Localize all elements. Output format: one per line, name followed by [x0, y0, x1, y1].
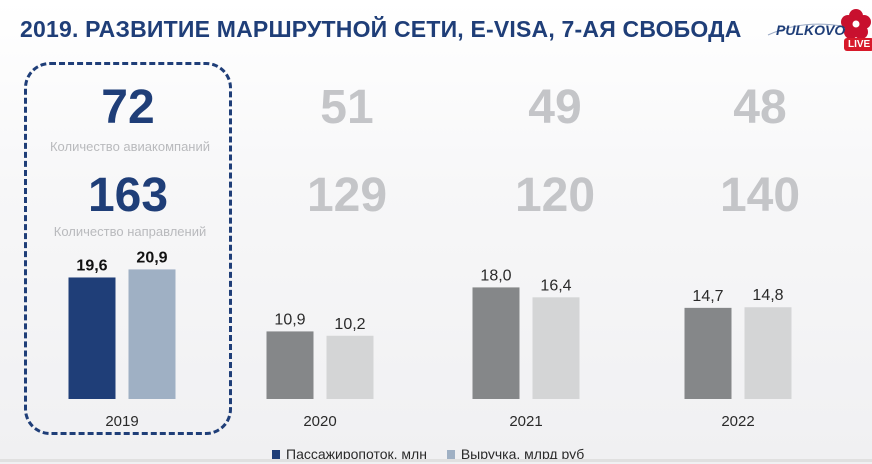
bar-revenue-2022: [744, 307, 792, 399]
x-tick-label-2022: 2022: [721, 413, 754, 430]
slide-title: 2019. РАЗВИТИЕ МАРШРУТНОЙ СЕТИ, E-VISA, …: [20, 16, 742, 42]
bar-passengers-2021: [472, 287, 520, 399]
chart-legend: Пассажиропоток, млн Выручка, млрд руб: [272, 446, 600, 462]
live-badge: LIVE: [844, 38, 872, 51]
x-tick-label-2021: 2021: [509, 413, 542, 430]
legend-item-passengers: Пассажиропоток, млн: [272, 446, 431, 462]
highlight-frame-2019: [24, 62, 232, 435]
x-tick-label-2019: 2019: [105, 413, 138, 430]
data-label-passengers-2022: 14,7: [692, 288, 723, 305]
bar-passengers-2022: [684, 307, 732, 399]
destinations-label: Количество направлений: [53, 224, 207, 239]
data-label-revenue-2019: 20,9: [136, 249, 167, 266]
bar-revenue-2021: [532, 297, 580, 399]
airlines-count-2021: 49: [528, 81, 582, 134]
pulkovo-flower-icon: [767, 9, 871, 39]
legend-label-revenue: Выручка, млрд руб: [460, 446, 585, 462]
legend-swatch-revenue: [446, 450, 455, 460]
legend-swatch-passengers: [272, 450, 280, 460]
destinations-count-2022: 140: [719, 169, 801, 222]
airlines-count-2020: 51: [320, 81, 374, 134]
destinations-count-2021: 120: [514, 169, 596, 222]
data-label-revenue-2021: 16,4: [540, 277, 571, 294]
bar-passengers-2019: [68, 277, 116, 399]
destinations-count-2019: 163: [87, 169, 169, 222]
x-tick-label-2020: 2020: [303, 413, 336, 430]
destinations-count-2020: 129: [306, 169, 388, 222]
airlines-count-2022: 48: [733, 81, 787, 134]
bar-revenue-2020: [326, 335, 374, 399]
video-progress-bar[interactable]: [0, 459, 872, 462]
bar-revenue-2019: [128, 269, 176, 399]
pulkovo-logo: PULKOVO LIVE: [762, 2, 872, 60]
legend-item-revenue: Выручка, млрд руб: [446, 446, 585, 462]
data-label-revenue-2022: 14,8: [752, 287, 783, 304]
data-label-passengers-2020: 10,9: [274, 311, 305, 328]
airlines-label: Количество авиакомпаний: [49, 139, 211, 154]
data-label-passengers-2021: 18,0: [480, 267, 511, 284]
data-label-revenue-2020: 10,2: [334, 316, 365, 333]
data-label-passengers-2019: 19,6: [76, 257, 107, 274]
bar-passengers-2020: [266, 331, 314, 399]
airlines-count-2019: 72: [101, 81, 155, 134]
legend-label-passengers: Пассажиропоток, млн: [286, 446, 427, 462]
logo-text: PULKOVO: [776, 22, 846, 38]
